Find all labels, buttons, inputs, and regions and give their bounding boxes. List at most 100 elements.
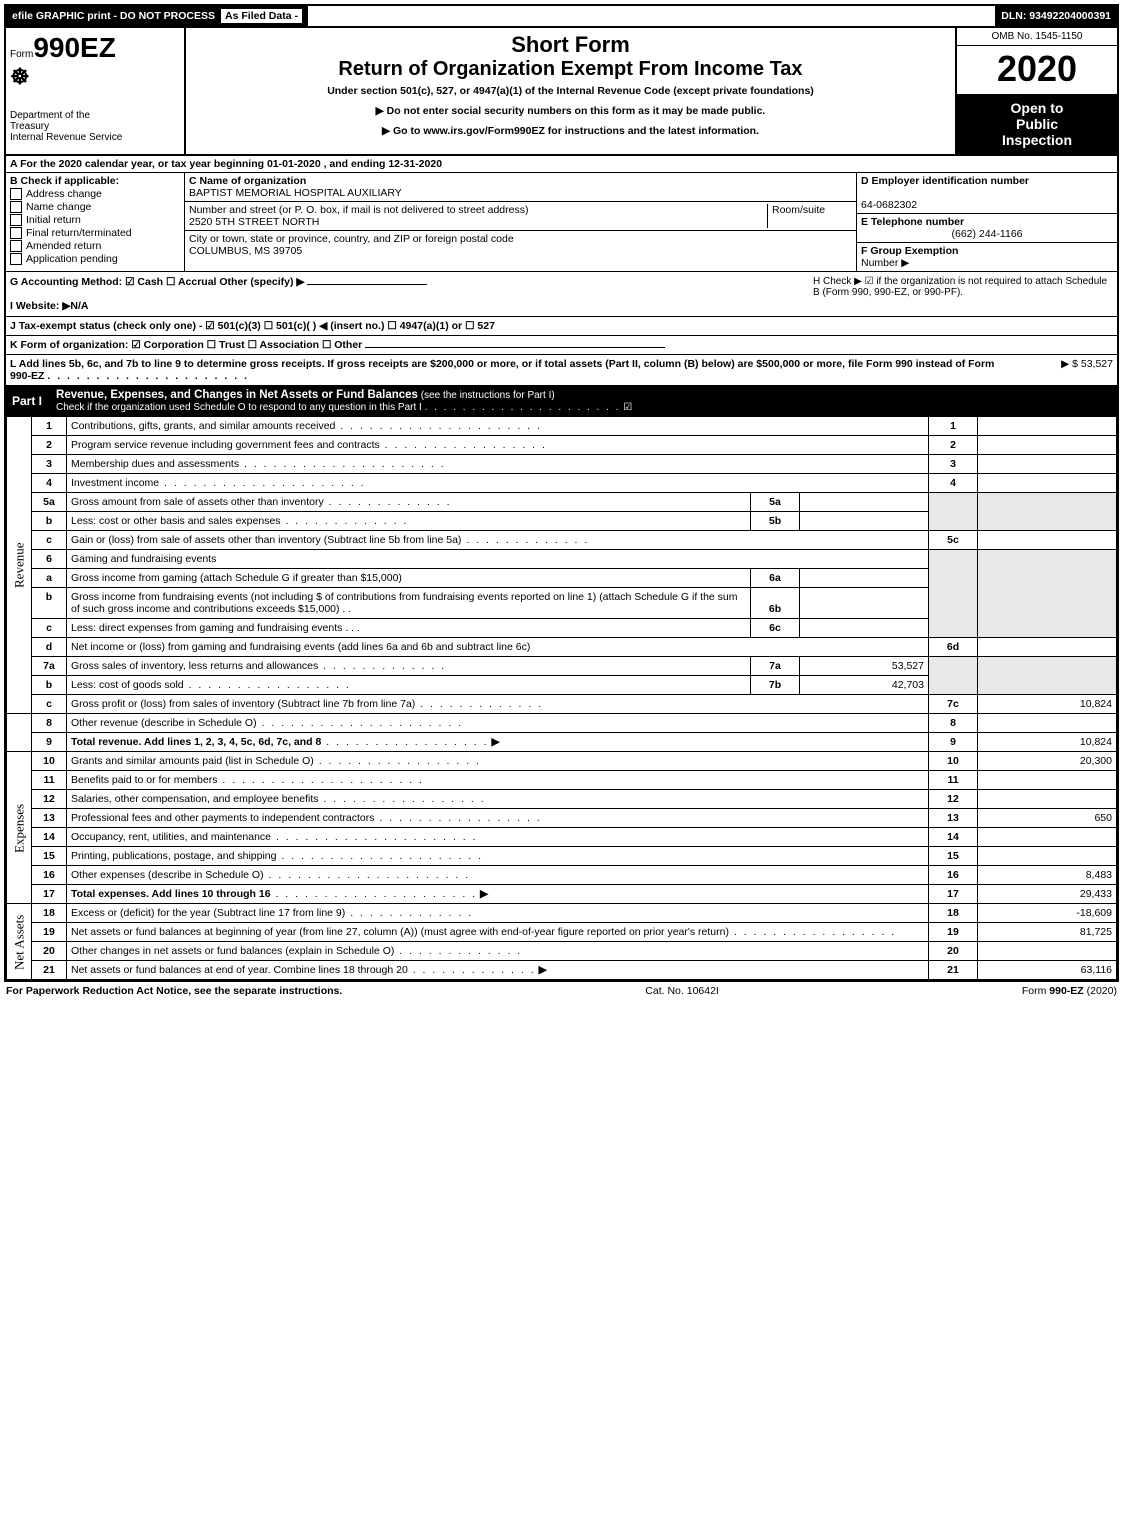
efile-text: efile GRAPHIC print - DO NOT PROCESS (12, 10, 215, 22)
omb-number: OMB No. 1545-1150 (957, 28, 1117, 46)
cb-final[interactable]: Final return/terminated (10, 227, 180, 239)
street-label: Number and street (or P. O. box, if mail… (189, 204, 528, 216)
f-label2: Number ▶ (861, 257, 909, 269)
irs-logo-icon: ☸ (10, 64, 180, 90)
short-form: Short Form (190, 32, 951, 58)
revenue-side-label: Revenue (7, 417, 32, 714)
table-row: 17 Total expenses. Add lines 10 through … (7, 885, 1117, 904)
table-row: 9 Total revenue. Add lines 1, 2, 3, 4, 5… (7, 733, 1117, 752)
room-suite: Room/suite (767, 204, 852, 228)
f-group-cell: F Group Exemption Number ▶ (857, 243, 1117, 271)
table-row: Net Assets 18 Excess or (deficit) for th… (7, 904, 1117, 923)
row-g: G Accounting Method: ☑ Cash ☐ Accrual Ot… (6, 272, 1117, 317)
row-j: J Tax-exempt status (check only one) - ☑… (6, 317, 1117, 336)
e-phone-cell: E Telephone number (662) 244-1166 (857, 214, 1117, 243)
table-row: 13 Professional fees and other payments … (7, 809, 1117, 828)
header-left: Form990EZ ☸ Department of the Treasury I… (6, 28, 186, 154)
header-center: Short Form Return of Organization Exempt… (186, 28, 955, 154)
table-row: 4 Investment income 4 (7, 474, 1117, 493)
open-2: Public (959, 116, 1115, 132)
as-filed-box: As Filed Data - (221, 9, 302, 23)
table-row: 19 Net assets or fund balances at beginn… (7, 923, 1117, 942)
part1-label: Part I (12, 394, 42, 408)
j-text: J Tax-exempt status (check only one) - ☑… (10, 320, 495, 332)
footer-row: For Paperwork Reduction Act Notice, see … (4, 982, 1119, 997)
table-row: 5a Gross amount from sale of assets othe… (7, 493, 1117, 512)
row-k: K Form of organization: ☑ Corporation ☐ … (6, 336, 1117, 355)
open-1: Open to (959, 100, 1115, 116)
cb-initial[interactable]: Initial return (10, 214, 180, 226)
table-row: Revenue 1 Contributions, gifts, grants, … (7, 417, 1117, 436)
tax-year: 2020 (957, 46, 1117, 94)
return-title: Return of Organization Exempt From Incom… (190, 58, 951, 81)
row-i: I Website: ▶N/A (10, 300, 805, 312)
col-d: D Employer identification number 64-0682… (856, 173, 1117, 271)
footer-right: Form 990-EZ (2020) (1022, 985, 1117, 997)
org-name: BAPTIST MEMORIAL HOSPITAL AUXILIARY (189, 187, 402, 199)
footer-left: For Paperwork Reduction Act Notice, see … (6, 985, 342, 997)
b-label: B Check if applicable: (10, 175, 180, 187)
c-label: C Name of organization (189, 175, 306, 187)
dept-2: Treasury (10, 121, 180, 132)
table-row: 14 Occupancy, rent, utilities, and maint… (7, 828, 1117, 847)
ein-value: 64-0682302 (861, 199, 917, 211)
c-city-cell: City or town, state or province, country… (185, 231, 856, 259)
city-label: City or town, state or province, country… (189, 233, 514, 245)
cb-name[interactable]: Name change (10, 201, 180, 213)
part1-header: Part I Revenue, Expenses, and Changes in… (6, 386, 1117, 416)
ssn-warning: ▶ Do not enter social security numbers o… (190, 105, 951, 117)
table-row: 21 Net assets or fund balances at end of… (7, 961, 1117, 980)
form-number: 990EZ (33, 32, 116, 63)
table-row: 12 Salaries, other compensation, and emp… (7, 790, 1117, 809)
row-l: L Add lines 5b, 6c, and 7b to line 9 to … (6, 355, 1117, 386)
goto-link[interactable]: ▶ Go to www.irs.gov/Form990EZ for instru… (190, 125, 951, 137)
street-value: 2520 5TH STREET NORTH (189, 216, 319, 228)
part1-sub: (see the instructions for Part I) (418, 390, 555, 401)
table-row: 15 Printing, publications, postage, and … (7, 847, 1117, 866)
table-row: 7a Gross sales of inventory, less return… (7, 657, 1117, 676)
table-row: 11 Benefits paid to or for members 11 (7, 771, 1117, 790)
header-row: Form990EZ ☸ Department of the Treasury I… (6, 28, 1117, 156)
cb-pending[interactable]: Application pending (10, 253, 180, 265)
dln-box: DLN: 93492204000391 (995, 6, 1117, 26)
dept-3: Internal Revenue Service (10, 132, 180, 143)
open-public-box: Open to Public Inspection (957, 94, 1117, 154)
col-b: B Check if applicable: Address change Na… (6, 173, 185, 271)
part1-check: Check if the organization used Schedule … (56, 402, 632, 413)
table-row: 8 Other revenue (describe in Schedule O)… (7, 714, 1117, 733)
dept-1: Department of the (10, 110, 180, 121)
row-h: H Check ▶ ☑ if the organization is not r… (809, 272, 1117, 316)
form-container: efile GRAPHIC print - DO NOT PROCESS As … (4, 4, 1119, 982)
table-row: 6 Gaming and fundraising events (7, 550, 1117, 569)
part1-table: Revenue 1 Contributions, gifts, grants, … (6, 416, 1117, 980)
open-3: Inspection (959, 132, 1115, 148)
netassets-side-label: Net Assets (7, 904, 32, 980)
c-street-cell: Number and street (or P. O. box, if mail… (185, 202, 856, 231)
table-row: c Gain or (loss) from sale of assets oth… (7, 531, 1117, 550)
table-row: c Gross profit or (loss) from sales of i… (7, 695, 1117, 714)
cb-amended[interactable]: Amended return (10, 240, 180, 252)
row-a: A For the 2020 calendar year, or tax yea… (6, 156, 1117, 173)
d-ein-cell: D Employer identification number 64-0682… (857, 173, 1117, 214)
expenses-side-label: Expenses (7, 752, 32, 904)
g-text: G Accounting Method: ☑ Cash ☐ Accrual Ot… (10, 276, 305, 288)
table-row: Expenses 10 Grants and similar amounts p… (7, 752, 1117, 771)
form-prefix: Form (10, 49, 33, 60)
table-row: 2 Program service revenue including gove… (7, 436, 1117, 455)
k-text: K Form of organization: ☑ Corporation ☐ … (10, 339, 362, 351)
row-g-left: G Accounting Method: ☑ Cash ☐ Accrual Ot… (6, 272, 809, 316)
e-label: E Telephone number (861, 216, 964, 228)
footer-mid: Cat. No. 10642I (645, 985, 719, 997)
cb-address[interactable]: Address change (10, 188, 180, 200)
block-bcd: B Check if applicable: Address change Na… (6, 173, 1117, 272)
efile-box: efile GRAPHIC print - DO NOT PROCESS As … (6, 6, 308, 26)
table-row: d Net income or (loss) from gaming and f… (7, 638, 1117, 657)
part1-title: Revenue, Expenses, and Changes in Net As… (56, 389, 418, 401)
col-c: C Name of organization BAPTIST MEMORIAL … (185, 173, 856, 271)
l-amount: ▶ $ 53,527 (1003, 358, 1113, 382)
city-value: COLUMBUS, MS 39705 (189, 245, 302, 257)
f-label: F Group Exemption (861, 245, 958, 257)
header-right: OMB No. 1545-1150 2020 Open to Public In… (955, 28, 1117, 154)
table-row: 3 Membership dues and assessments 3 (7, 455, 1117, 474)
phone-value: (662) 244-1166 (951, 228, 1022, 240)
